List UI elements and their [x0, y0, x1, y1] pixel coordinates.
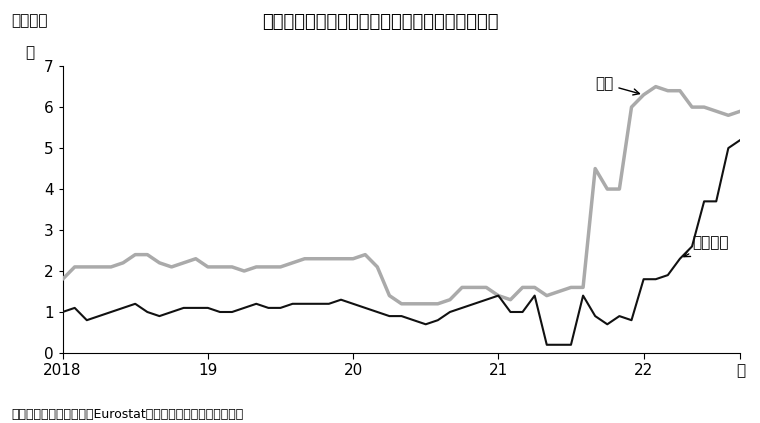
Text: ［図表］: ［図表］ — [11, 13, 48, 27]
Text: 米国: 米国 — [595, 77, 639, 95]
Text: ユーロ圈: ユーロ圈 — [684, 235, 729, 257]
Text: （出所）　米国労働省、EurostatからＳＭＢＣ日興証券作成。: （出所） 米国労働省、EurostatからＳＭＢＣ日興証券作成。 — [11, 408, 244, 421]
Text: ％: ％ — [25, 45, 34, 60]
Text: 米国とユーロ圈のコアインフレ率推移（前年比）: 米国とユーロ圈のコアインフレ率推移（前年比） — [261, 13, 499, 31]
